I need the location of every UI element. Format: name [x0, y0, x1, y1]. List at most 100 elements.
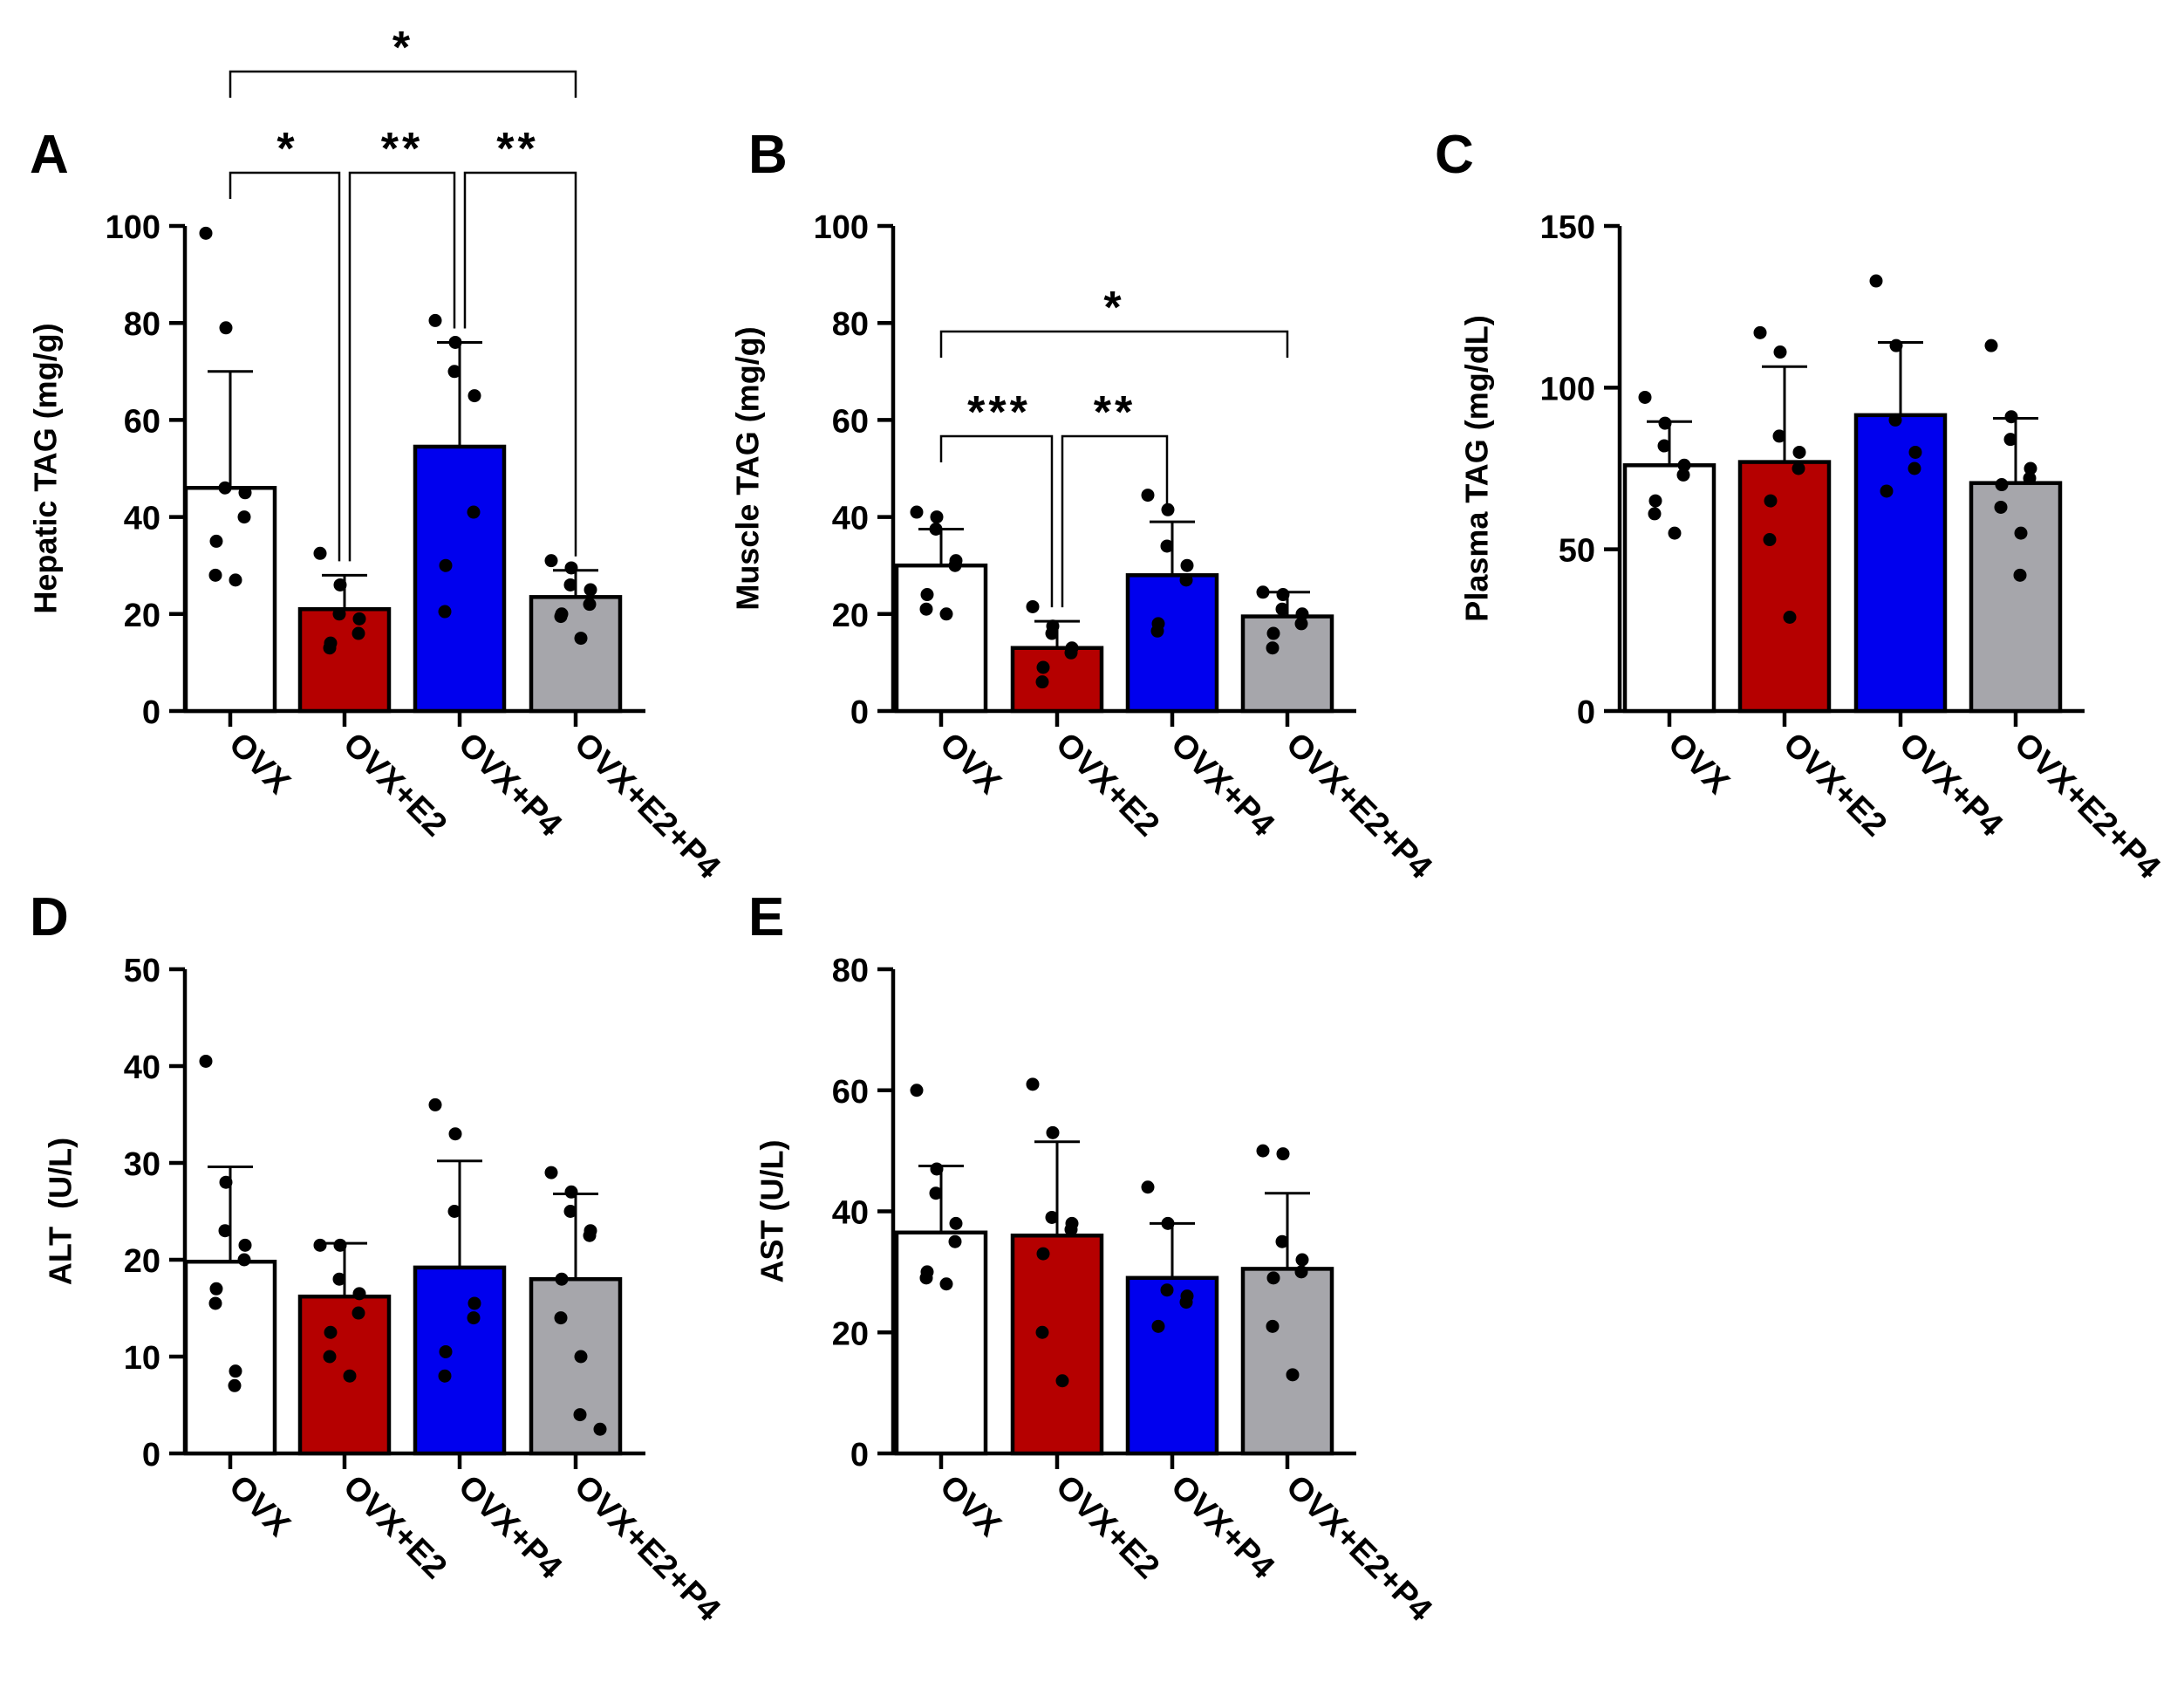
- data-point: [930, 510, 944, 524]
- panel-label: B: [748, 125, 788, 185]
- data-point: [1295, 607, 1309, 621]
- x-tick-label: OVX+P4: [1892, 726, 2010, 844]
- data-point: [1161, 1216, 1175, 1230]
- data-point: [2014, 526, 2028, 540]
- data-point: [920, 588, 934, 602]
- data-point: [544, 1166, 558, 1179]
- data-point: [1773, 345, 1787, 359]
- y-tick-label: 0: [142, 694, 160, 731]
- data-point: [1676, 468, 1690, 482]
- x-tick-label: OVX+E2: [1048, 726, 1166, 844]
- data-point: [1286, 1368, 1300, 1382]
- data-point: [323, 1350, 337, 1364]
- x-tick-label: OVX+E2+P4: [567, 1468, 727, 1629]
- data-point: [352, 1287, 366, 1301]
- data-point: [948, 1234, 962, 1248]
- x-tick-label: OVX+E2+P4: [567, 726, 727, 886]
- bar: [1125, 573, 1219, 714]
- data-point: [447, 365, 461, 379]
- y-tick-label: 100: [106, 209, 160, 246]
- data-point: [1036, 1247, 1050, 1261]
- data-point: [1151, 1319, 1165, 1333]
- data-point: [1026, 599, 1040, 613]
- data-point: [1753, 325, 1767, 339]
- data-point: [583, 598, 597, 612]
- data-point: [333, 578, 347, 591]
- significance-bracket: [229, 171, 341, 562]
- data-point: [439, 1344, 453, 1358]
- y-tick-label: 20: [832, 598, 869, 634]
- y-tick-label: 40: [124, 501, 160, 537]
- x-tick-label: OVX: [932, 726, 1008, 802]
- data-point: [1266, 641, 1280, 655]
- data-point: [237, 510, 251, 524]
- x-tick-label: OVX+P4: [451, 726, 569, 844]
- y-tick-label: 40: [832, 501, 869, 537]
- y-tick-label: 20: [832, 1316, 869, 1352]
- y-tick-label: 40: [832, 1195, 869, 1232]
- data-point: [930, 1162, 944, 1176]
- data-point: [333, 1238, 347, 1252]
- x-tick-label: OVX+E2: [1048, 1468, 1166, 1586]
- y-tick-label: 60: [832, 1074, 869, 1111]
- data-point: [1880, 484, 1894, 498]
- bar: [1737, 460, 1832, 714]
- data-point: [555, 1272, 569, 1286]
- data-point: [593, 1422, 607, 1436]
- data-point: [919, 1271, 933, 1285]
- data-point: [238, 1238, 252, 1252]
- data-point: [1064, 646, 1078, 660]
- x-tick-label: OVX+P4: [1164, 1468, 1281, 1586]
- significance-bracket: [939, 330, 1289, 358]
- data-point: [229, 573, 242, 587]
- data-point: [209, 534, 223, 548]
- data-point: [467, 1311, 481, 1325]
- y-tick-label: 60: [124, 403, 160, 440]
- data-point: [574, 1350, 588, 1364]
- significance-label: **: [496, 124, 538, 174]
- bar: [183, 1259, 277, 1456]
- x-tick-label: OVX: [222, 726, 297, 802]
- y-tick-label: 60: [832, 403, 869, 440]
- y-tick-label: 80: [832, 306, 869, 343]
- data-point: [219, 321, 233, 335]
- data-point: [467, 505, 481, 519]
- data-point: [199, 226, 213, 240]
- significance-bracket: [939, 434, 1054, 608]
- data-point: [352, 612, 366, 626]
- data-point: [1256, 1144, 1270, 1158]
- x-tick-label: OVX+P4: [1164, 726, 1281, 844]
- x-tick-label: OVX+E2+P4: [2007, 726, 2167, 886]
- y-tick-label: 50: [124, 953, 160, 989]
- data-point: [468, 389, 481, 403]
- y-tick-label: 0: [1577, 694, 1595, 731]
- data-point: [1161, 503, 1175, 516]
- y-axis-label: AST (U/L): [754, 1140, 790, 1283]
- data-point: [1783, 611, 1797, 625]
- data-point: [351, 1306, 365, 1320]
- significance-bracket: [463, 171, 577, 557]
- bar: [413, 444, 507, 714]
- y-axis-label: Plasma TAG (mg/dL): [1459, 315, 1495, 621]
- data-point: [351, 626, 365, 640]
- significance-bracket: [348, 171, 456, 562]
- y-tick-label: 10: [124, 1340, 160, 1377]
- bar: [1240, 1267, 1334, 1456]
- data-point: [1668, 526, 1682, 540]
- data-point: [448, 335, 462, 349]
- data-point: [929, 1186, 943, 1200]
- bar: [1125, 1275, 1219, 1456]
- data-point: [1994, 500, 2008, 514]
- data-point: [1266, 626, 1280, 640]
- y-tick-label: 80: [124, 306, 160, 343]
- bar: [894, 1230, 988, 1456]
- significance-label: ***: [967, 387, 1031, 438]
- data-point: [583, 1228, 597, 1242]
- data-point: [1055, 1374, 1069, 1388]
- y-tick-label: 40: [124, 1050, 160, 1086]
- data-point: [1179, 1296, 1193, 1309]
- data-point: [1792, 445, 1806, 459]
- y-tick-label: 20: [124, 598, 160, 634]
- data-point: [544, 554, 558, 568]
- x-tick-label: OVX+E2+P4: [1279, 726, 1439, 886]
